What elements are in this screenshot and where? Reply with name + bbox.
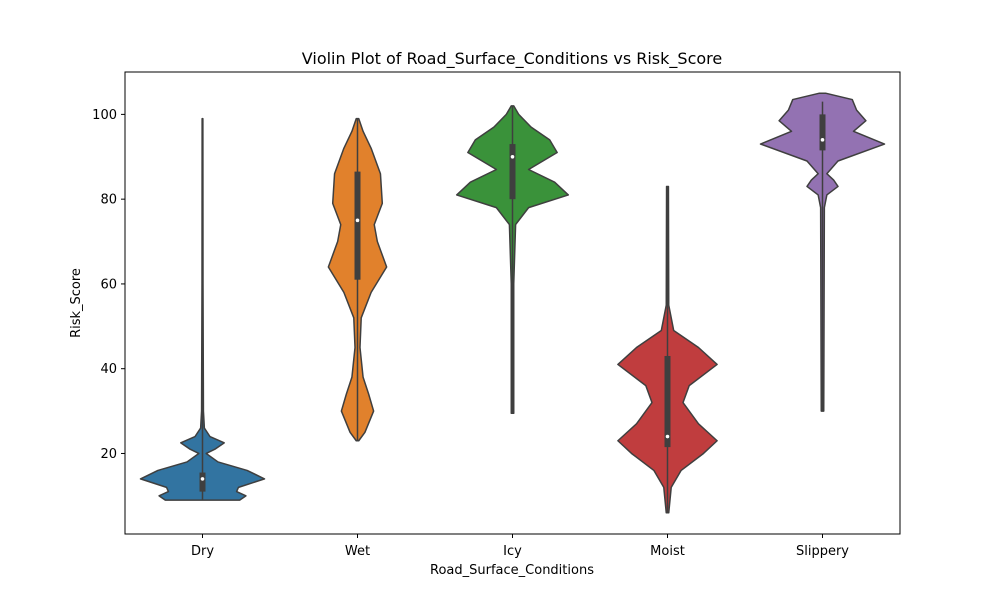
median-marker-dry (200, 477, 205, 481)
iqr-box-slippery (819, 114, 826, 151)
violin-slippery (759, 92, 886, 412)
y-tick-label: 100 (92, 108, 117, 123)
y-tick-label: 20 (100, 447, 117, 462)
x-tick-label: Slippery (796, 544, 849, 559)
iqr-box-moist (664, 355, 671, 448)
iqr-box-wet (354, 171, 361, 280)
x-tick-label: Moist (650, 544, 685, 559)
x-tick-label: Dry (191, 544, 214, 559)
y-tick-label: 80 (100, 193, 117, 208)
violin-dry (139, 117, 266, 501)
y-tick-label: 60 (100, 277, 117, 292)
y-tick-label: 40 (100, 362, 117, 377)
iqr-box-icy (509, 144, 516, 200)
median-marker-slippery (820, 138, 825, 142)
violin-wet (327, 117, 388, 442)
median-marker-moist (665, 434, 670, 439)
x-axis: Dry Wet Icy Moist Slippery (191, 534, 849, 559)
x-tick-label: Icy (503, 544, 522, 559)
violin-icy (455, 105, 570, 414)
y-axis-label: Risk_Score (69, 268, 84, 338)
iqr-box-dry (199, 472, 206, 492)
median-marker-wet (355, 218, 360, 223)
plot-area (139, 92, 886, 514)
median-marker-icy (510, 154, 515, 159)
y-axis: 20 40 60 80 100 (92, 108, 125, 462)
chart-title: Violin Plot of Road_Surface_Conditions v… (302, 49, 722, 69)
x-axis-label: Road_Surface_Conditions (430, 563, 594, 578)
x-tick-label: Wet (345, 544, 370, 559)
violin-moist (617, 185, 718, 514)
